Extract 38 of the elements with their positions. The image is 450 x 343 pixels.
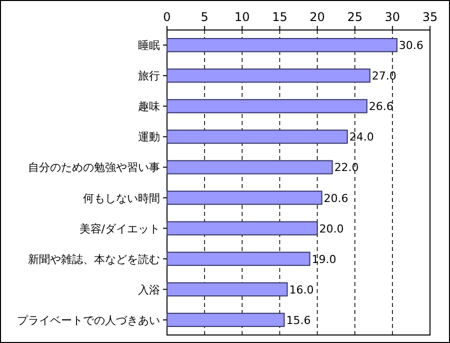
y-tick-label: 旅行 [138, 70, 160, 83]
bar [166, 38, 398, 52]
bar [166, 68, 370, 83]
data-label: 20.6 [324, 192, 348, 205]
x-tick-label: 20 [310, 10, 325, 24]
y-tick-label: 何もしない時間 [83, 192, 160, 205]
x-tick-label: 5 [200, 10, 208, 24]
data-label: 15.6 [286, 314, 311, 327]
data-label: 16.0 [289, 283, 314, 296]
bar [166, 190, 322, 205]
x-tick-label: 35 [422, 10, 438, 24]
x-tick-label: 30 [384, 10, 400, 24]
bar [166, 252, 310, 266]
x-tick-label: 15 [272, 10, 288, 24]
bar [166, 130, 348, 144]
data-label: 27.0 [372, 70, 396, 83]
y-tick-label: 入浴 [138, 283, 160, 296]
y-tick-label: 自分のための勉強や習い事 [28, 161, 160, 174]
y-tick-label: 美容/ダイエット [79, 222, 160, 236]
x-tick-label: 10 [234, 10, 250, 24]
data-label: 26.6 [368, 100, 394, 114]
x-tick-label: 0 [163, 10, 171, 24]
bar [166, 221, 318, 236]
x-tick-label: 25 [347, 10, 362, 24]
y-tick-label: 趣味 [138, 100, 160, 114]
bar [166, 99, 368, 114]
bar [166, 282, 288, 296]
data-label: 19.0 [312, 252, 336, 266]
y-tick-label: 運動 [138, 130, 160, 144]
bar [166, 312, 285, 327]
data-label: 24.0 [349, 130, 374, 144]
data-label: 30.6 [398, 39, 424, 52]
y-tick-label: 新聞や雑誌、本などを読む [28, 252, 160, 266]
bar [166, 160, 333, 174]
data-label: 22.0 [334, 161, 359, 174]
y-tick-label: プライベートでの人づきあい [17, 314, 160, 327]
y-tick-label: 睡眠 [138, 39, 160, 52]
data-label: 20.0 [319, 222, 344, 236]
